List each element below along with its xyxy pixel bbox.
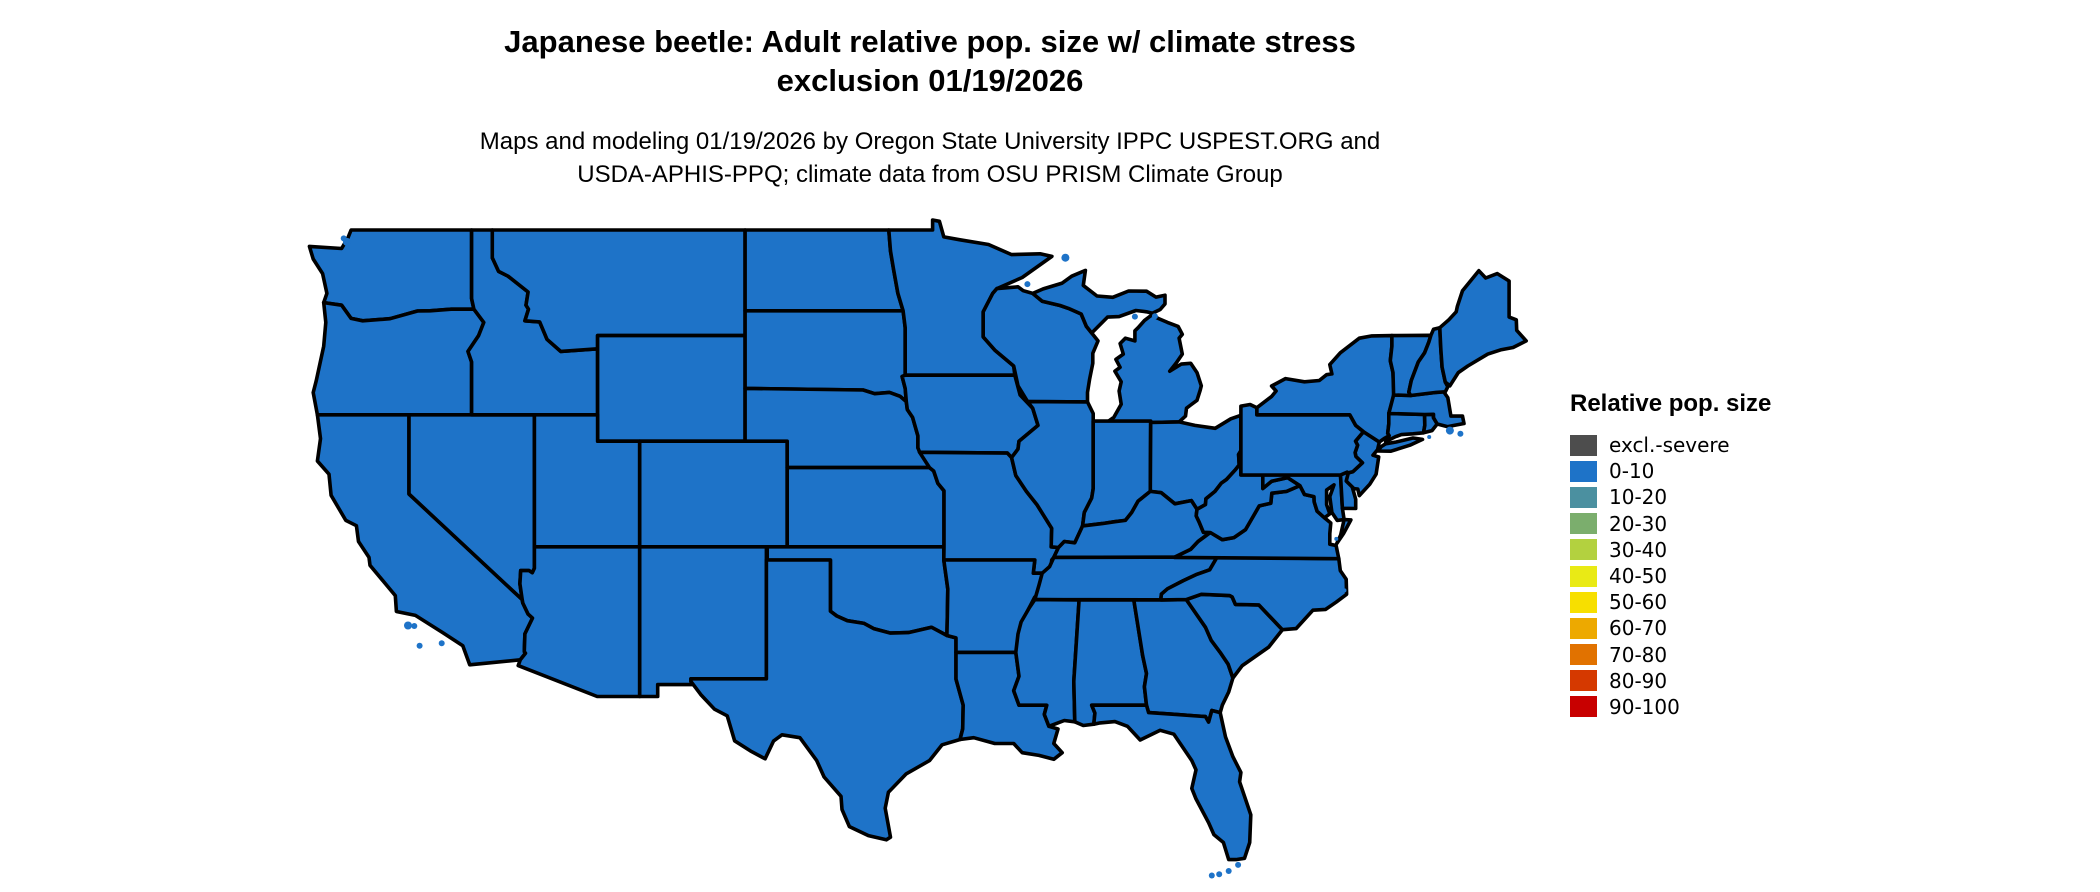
legend-label: excl.-severe [1609, 433, 1730, 458]
legend-entry: 40-50 [1570, 563, 1771, 589]
legend-label: 70-80 [1609, 642, 1668, 667]
state-nd [743, 228, 905, 313]
state-ny_li [1375, 436, 1425, 454]
legend-label: 10-20 [1609, 485, 1668, 510]
island-dot [1131, 313, 1138, 320]
legend-entry: 70-80 [1570, 642, 1771, 668]
state-nm [637, 544, 769, 699]
state-tx [689, 558, 966, 842]
legend-label: 90-100 [1609, 694, 1680, 719]
legend-entry: 0-10 [1570, 458, 1771, 484]
legend-entry: 50-60 [1570, 589, 1771, 615]
legend-label: 30-40 [1609, 537, 1668, 562]
island-dot [1151, 313, 1158, 320]
state-va_shore [1334, 517, 1353, 546]
legend-label: 50-60 [1609, 590, 1668, 615]
legend-label: 20-30 [1609, 511, 1668, 536]
island-dot [1216, 871, 1223, 878]
page-subtitle-line1: Maps and modeling 01/19/2026 by Oregon S… [479, 128, 1381, 155]
legend-swatch [1570, 565, 1597, 587]
state-co [637, 439, 790, 549]
island-dot [1342, 588, 1347, 593]
state-fl [1089, 703, 1253, 862]
legend-label: 40-50 [1609, 564, 1668, 589]
legend-entry: 80-90 [1570, 668, 1771, 694]
state-mi_up [1030, 268, 1167, 335]
island-dot [1427, 435, 1432, 439]
page-subtitle-line2: USDA-APHIS-PPQ; climate data from OSU PR… [577, 161, 1283, 188]
island-dot [1445, 426, 1454, 435]
legend-label: 0-10 [1609, 459, 1655, 484]
island-dot [1208, 872, 1215, 879]
island-dot [1334, 536, 1339, 541]
legend-swatch [1570, 486, 1597, 508]
page-title: Japanese beetle: Adult relative pop. siz… [30, 22, 1830, 100]
island-dot [1061, 253, 1070, 262]
island-dot [1225, 868, 1232, 874]
legend-entry: 20-30 [1570, 511, 1771, 537]
page-subtitle: Maps and modeling 01/19/2026 by Oregon S… [30, 125, 1830, 191]
page-title-line1: Japanese beetle: Adult relative pop. siz… [504, 24, 1356, 59]
island-dot [411, 623, 418, 629]
legend: Relative pop. size excl.-severe 0-10 10-20… [1570, 390, 1771, 720]
legend-swatch [1570, 591, 1597, 613]
legend-swatch [1570, 644, 1597, 666]
state-ks [785, 465, 946, 549]
state-mi [1106, 313, 1204, 425]
legend-label: 60-70 [1609, 616, 1668, 641]
legend-label: 80-90 [1609, 668, 1668, 693]
island-dot [1235, 861, 1242, 868]
state-or [311, 300, 486, 417]
island-dot [404, 621, 412, 630]
legend-swatch [1570, 696, 1597, 718]
legend-swatch [1570, 434, 1597, 456]
legend-entry: excl.-severe [1570, 432, 1771, 458]
state-nc [1159, 555, 1349, 632]
islands [340, 235, 1464, 879]
legend-swatch [1570, 513, 1597, 535]
legend-swatch [1570, 670, 1597, 692]
island-dot [416, 642, 423, 649]
legend-entries: excl.-severe 0-10 10-20 20-30 30-40 40-50 50-6… [1570, 432, 1771, 720]
figure-header: Japanese beetle: Adult relative pop. siz… [30, 22, 1830, 191]
legend-swatch [1570, 539, 1597, 561]
island-dot [1457, 430, 1464, 437]
page-title-line2: exclusion 01/19/2026 [776, 63, 1084, 98]
state-az [516, 544, 642, 699]
legend-swatch [1570, 617, 1597, 639]
legend-title: Relative pop. size [1570, 390, 1772, 417]
island-dot [438, 640, 445, 647]
legend-entry: 10-20 [1570, 484, 1771, 510]
legend-swatch [1570, 460, 1597, 482]
island-dot [340, 235, 347, 242]
state-me [1438, 268, 1528, 388]
state-wy [595, 333, 747, 444]
legend-entry: 90-100 [1570, 694, 1771, 720]
island-dot [1024, 281, 1031, 288]
legend-entry: 60-70 [1570, 615, 1771, 641]
legend-entry: 30-40 [1570, 537, 1771, 563]
state-md [1261, 473, 1346, 523]
